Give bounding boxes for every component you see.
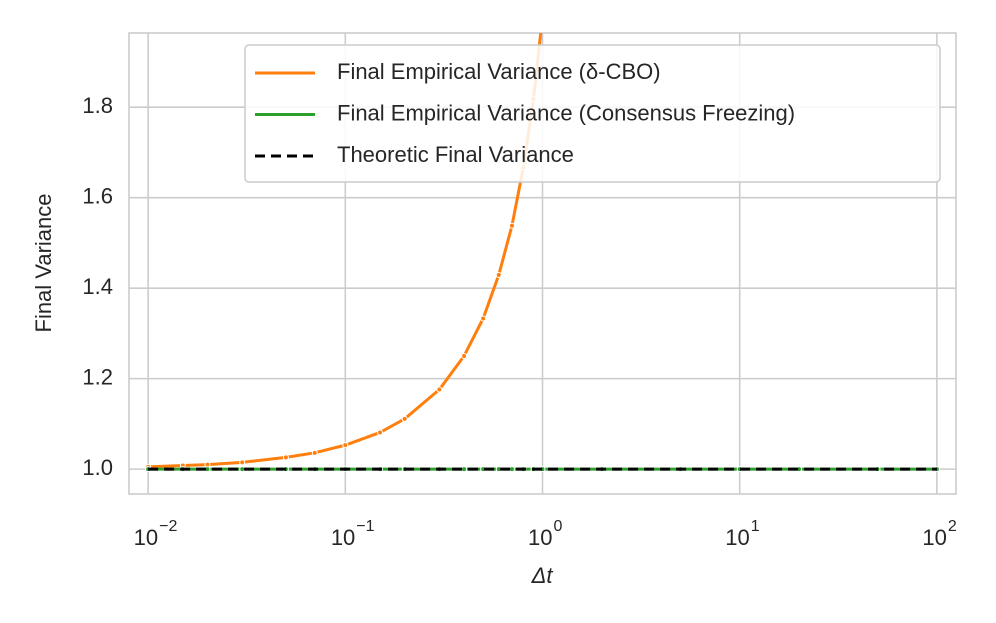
y-tick-label: 1.8 (82, 93, 113, 118)
x-tick-exponent: 2 (948, 518, 957, 535)
data-point (540, 14, 545, 19)
data-point (461, 466, 468, 473)
data-point (401, 415, 408, 422)
x-tick-label: 10 (922, 525, 946, 550)
x-tick-label: 10 (528, 525, 552, 550)
x-tick-label: 10 (725, 525, 749, 550)
data-point (508, 466, 515, 473)
x-axis-label: Δt (531, 563, 554, 588)
data-point (436, 386, 443, 393)
data-point (461, 353, 468, 360)
y-tick-label: 1.4 (82, 274, 113, 299)
y-tick-label: 1.0 (82, 455, 113, 480)
plot-area (145, 14, 940, 473)
legend-label: Final Empirical Variance (δ-CBO) (337, 59, 661, 84)
data-point (239, 466, 246, 473)
legend-label: Final Empirical Variance (Consensus Free… (337, 100, 795, 125)
data-point (342, 442, 349, 449)
x-tick-label: 10 (331, 525, 355, 550)
x-tick-exponent: 0 (554, 518, 563, 535)
x-tick-exponent: −2 (159, 518, 177, 535)
data-point (480, 315, 487, 322)
x-tick-label: 10 (134, 525, 158, 550)
legend-label: Theoretic Final Variance (337, 142, 574, 167)
y-axis-label: Final Variance (31, 194, 56, 333)
x-tick-exponent: 1 (751, 518, 760, 535)
data-point (508, 222, 515, 229)
plot-frame (128, 32, 957, 495)
data-point (495, 272, 502, 279)
data-point (311, 449, 318, 456)
x-tick-exponent: −1 (356, 518, 374, 535)
y-tick-label: 1.2 (82, 364, 113, 389)
y-tick-label: 1.6 (82, 183, 113, 208)
legend-frame (244, 44, 941, 183)
data-point (282, 454, 289, 461)
data-point (377, 429, 384, 436)
data-point (239, 459, 246, 466)
